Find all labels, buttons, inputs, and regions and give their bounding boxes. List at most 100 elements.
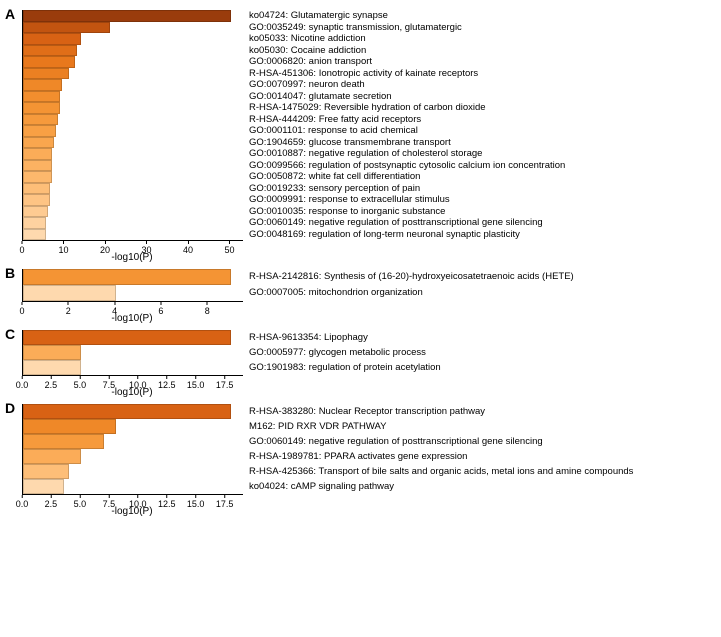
axis-wrap: 02468-log10(P) xyxy=(10,302,711,324)
bar-label: M162: PID RXR VDR PATHWAY xyxy=(249,419,711,434)
axis-tick: 15.0 xyxy=(187,376,205,390)
bar-row xyxy=(23,285,243,301)
axis-tick: 2.5 xyxy=(45,376,58,390)
axis-tick: 5.0 xyxy=(74,376,87,390)
bar-row xyxy=(23,45,243,57)
bar-label: GO:0005977: glycogen metabolic process xyxy=(249,345,711,360)
bar-label: GO:0035249: synaptic transmission, gluta… xyxy=(249,22,711,34)
chart-area: R-HSA-2142816: Synthesis of (16-20)-hydr… xyxy=(10,269,711,302)
axis-tick: 0 xyxy=(19,241,24,255)
bar xyxy=(23,217,46,229)
bar xyxy=(23,479,64,494)
bar-row xyxy=(23,194,243,206)
panel-label: A xyxy=(5,6,15,22)
labels-column: R-HSA-9613354: LipophagyGO:0005977: glyc… xyxy=(243,330,711,376)
labels-column: R-HSA-383280: Nuclear Receptor transcrip… xyxy=(243,404,711,495)
bar-row xyxy=(23,360,243,375)
bar xyxy=(23,45,77,57)
bar xyxy=(23,148,52,160)
bar-row xyxy=(23,171,243,183)
bar xyxy=(23,91,60,103)
panel-a: Ako04724: Glutamatergic synapseGO:003524… xyxy=(10,10,711,263)
bar-row xyxy=(23,22,243,34)
bar-label: GO:0007005: mitochondrion organization xyxy=(249,285,711,301)
bar xyxy=(23,33,81,45)
bar xyxy=(23,160,52,172)
bar-row xyxy=(23,479,243,494)
bar-label: ko05030: Cocaine addiction xyxy=(249,45,711,57)
bar-label: GO:0048169: regulation of long-term neur… xyxy=(249,229,711,241)
axis-wrap: 0.02.55.07.510.012.515.017.5-log10(P) xyxy=(10,495,711,517)
axis-tick: 10 xyxy=(58,241,68,255)
bar-row xyxy=(23,206,243,218)
axis-wrap: 0.02.55.07.510.012.515.017.5-log10(P) xyxy=(10,376,711,398)
bar-label: GO:0010035: response to inorganic substa… xyxy=(249,206,711,218)
axis-tick: 20 xyxy=(100,241,110,255)
panel-label: C xyxy=(5,326,15,342)
bar xyxy=(23,79,62,91)
bar-row xyxy=(23,217,243,229)
bar-label: GO:0001101: response to acid chemical xyxy=(249,125,711,137)
bar xyxy=(23,125,56,137)
bar xyxy=(23,269,231,285)
bar-row xyxy=(23,404,243,419)
bar-label: GO:0014047: glutamate secretion xyxy=(249,91,711,103)
bar-row xyxy=(23,229,243,241)
axis-tick: 0.0 xyxy=(16,376,29,390)
bar xyxy=(23,22,110,34)
bar-row xyxy=(23,449,243,464)
bar xyxy=(23,114,58,126)
bar-row xyxy=(23,102,243,114)
x-axis: 02468-log10(P) xyxy=(22,302,242,324)
panel-label: B xyxy=(5,265,15,281)
axis-title: -log10(P) xyxy=(111,313,152,324)
axis-tick: 40 xyxy=(183,241,193,255)
bar-row xyxy=(23,137,243,149)
axis-tick: 50 xyxy=(225,241,235,255)
bar-label: GO:0050872: white fat cell differentiati… xyxy=(249,171,711,183)
bar-row xyxy=(23,434,243,449)
bar-label: R-HSA-1475029: Reversible hydration of c… xyxy=(249,102,711,114)
bar-row xyxy=(23,114,243,126)
axis-tick: 0.0 xyxy=(16,495,29,509)
axis-tick: 2 xyxy=(66,302,71,316)
bar-row xyxy=(23,56,243,68)
labels-column: R-HSA-2142816: Synthesis of (16-20)-hydr… xyxy=(243,269,711,302)
bar xyxy=(23,56,75,68)
bar-label: GO:1901983: regulation of protein acetyl… xyxy=(249,360,711,375)
bar-row xyxy=(23,330,243,345)
bar-label: ko04024: cAMP signaling pathway xyxy=(249,479,711,494)
bar-label: GO:0060149: negative regulation of postt… xyxy=(249,217,711,229)
bar xyxy=(23,464,69,479)
bar xyxy=(23,194,50,206)
bar xyxy=(23,345,81,360)
axis-title: -log10(P) xyxy=(111,387,152,398)
x-axis: 01020304050-log10(P) xyxy=(22,241,242,263)
axis-tick: 15.0 xyxy=(187,495,205,509)
axis-tick: 8 xyxy=(205,302,210,316)
bar-row xyxy=(23,125,243,137)
axis-tick: 2.5 xyxy=(45,495,58,509)
axis-tick: 0 xyxy=(19,302,24,316)
bar-label: R-HSA-9613354: Lipophagy xyxy=(249,330,711,345)
bar xyxy=(23,137,54,149)
axis-wrap: 01020304050-log10(P) xyxy=(10,241,711,263)
axis-tick: 12.5 xyxy=(158,376,176,390)
panel-label: D xyxy=(5,400,15,416)
axis-title: -log10(P) xyxy=(111,506,152,517)
bar-label: R-HSA-425366: Transport of bile salts an… xyxy=(249,464,711,479)
axis-tick: 6 xyxy=(158,302,163,316)
bar-label: GO:0009991: response to extracellular st… xyxy=(249,194,711,206)
panel-b: BR-HSA-2142816: Synthesis of (16-20)-hyd… xyxy=(10,269,711,324)
bar-label: GO:1904659: glucose transmembrane transp… xyxy=(249,137,711,149)
bar xyxy=(23,419,116,434)
bar-row xyxy=(23,464,243,479)
x-axis: 0.02.55.07.510.012.515.017.5-log10(P) xyxy=(22,495,242,517)
bar-label: R-HSA-451306: Ionotropic activity of kai… xyxy=(249,68,711,80)
bar-row xyxy=(23,345,243,360)
bars-column xyxy=(22,269,243,302)
bar-label: R-HSA-2142816: Synthesis of (16-20)-hydr… xyxy=(249,269,711,285)
bar xyxy=(23,285,116,301)
bar xyxy=(23,404,231,419)
bar-label: R-HSA-383280: Nuclear Receptor transcrip… xyxy=(249,404,711,419)
